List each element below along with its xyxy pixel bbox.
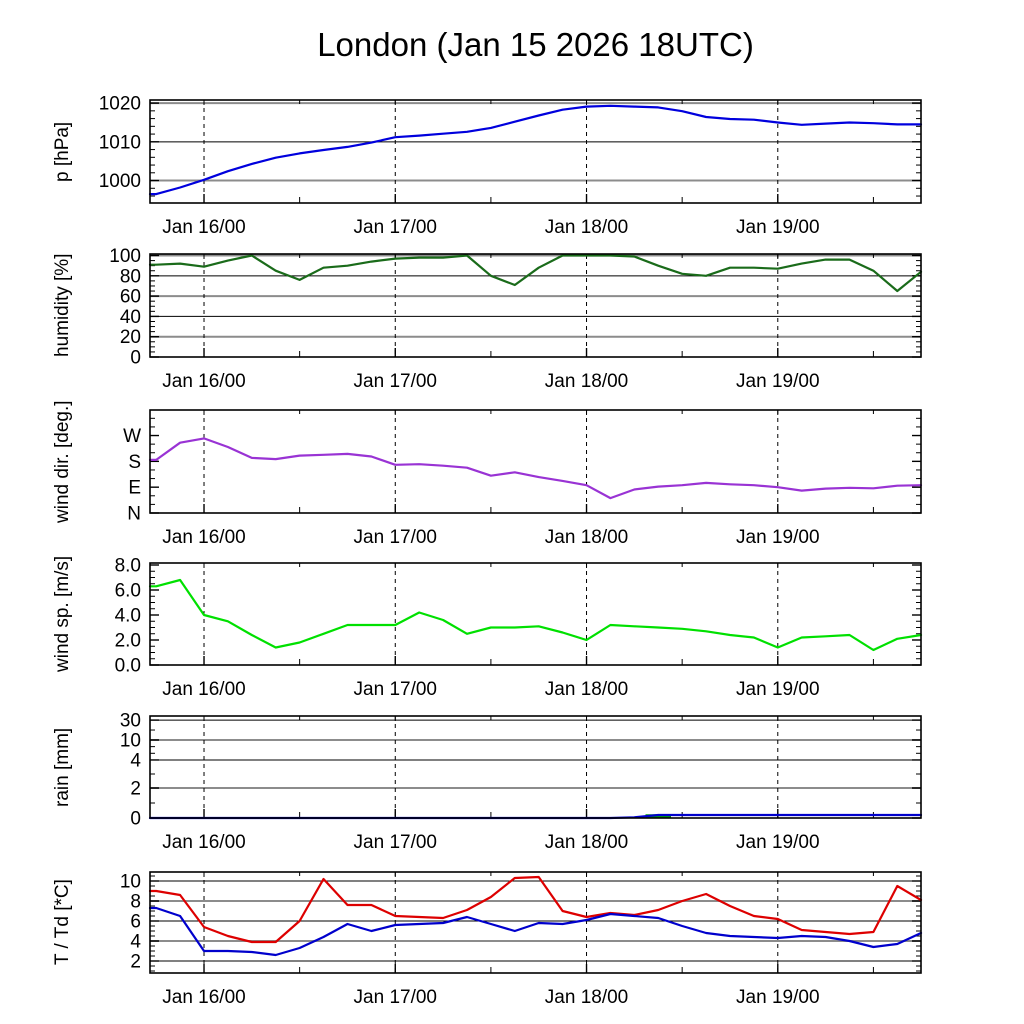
humidity-ytick-label: 20 (120, 327, 141, 348)
chart-title: London (Jan 15 2026 18UTC) (317, 26, 754, 63)
temperature-ytick-label: 2 (130, 952, 141, 973)
wind-speed-ytick-label: 6.0 (115, 581, 141, 602)
pressure-ytick-label: 1000 (99, 171, 141, 192)
rain-ytick-label: 4 (130, 750, 141, 771)
x-axis-label: Jan 19/00 (736, 832, 819, 853)
temperature-ytick-label: 4 (130, 932, 141, 953)
wind-speed-ytick-label: 8.0 (115, 556, 141, 577)
rain-ytick-label: 10 (120, 730, 141, 751)
x-axis-label: Jan 16/00 (162, 679, 245, 700)
x-axis-label: Jan 18/00 (545, 679, 628, 700)
wind-direction-ytick-label: E (128, 478, 141, 499)
x-axis-label: Jan 19/00 (736, 217, 819, 238)
x-axis-label: Jan 16/00 (162, 527, 245, 548)
wind-direction-ytick-label: W (123, 426, 141, 447)
wind-speed-ytick-label: 4.0 (115, 606, 141, 627)
x-axis-label: Jan 19/00 (736, 987, 819, 1008)
wind-speed-series (148, 578, 923, 652)
pressure-ytick-label: 1010 (99, 132, 141, 153)
humidity-ytick-label: 0 (130, 348, 141, 369)
temperature-ytick-label: 8 (130, 892, 141, 913)
wind-direction-series (148, 437, 923, 500)
x-axis-label: Jan 18/00 (545, 371, 628, 392)
x-axis-label: Jan 18/00 (545, 527, 628, 548)
wind-speed-panel: 0.0 2.0 4.0 6.0 8.0 Jan 16/00 Jan 17/00 Jan 18/… (115, 556, 923, 700)
rain-ytick-label: 30 (120, 711, 141, 732)
x-axis-label: Jan 17/00 (354, 679, 437, 700)
wind-direction-ytick-label: N (127, 504, 141, 525)
x-axis-label: Jan 18/00 (545, 217, 628, 238)
humidity-ytick-label: 40 (120, 307, 141, 328)
x-axis-label: Jan 16/00 (162, 832, 245, 853)
dew-point-series (148, 906, 923, 957)
rain-ytick-label: 2 (130, 779, 141, 800)
x-axis-label: Jan 17/00 (354, 832, 437, 853)
x-axis-label: Jan 17/00 (354, 527, 437, 548)
x-axis-label: Jan 17/00 (354, 987, 437, 1008)
humidity-ytick-label: 80 (120, 266, 141, 287)
pressure-ytick-label: 1020 (99, 94, 141, 115)
humidity-ytick-label: 60 (120, 287, 141, 308)
x-axis-label: Jan 19/00 (736, 527, 819, 548)
pressure-panel: 1000 1010 1020 Jan 16/00 Jan 17/00 Jan 18/00 J… (99, 94, 923, 238)
x-axis-label: Jan 17/00 (354, 371, 437, 392)
humidity-series (148, 254, 923, 293)
temperature-series (148, 875, 923, 944)
wind-speed-ytick-label: 0.0 (115, 656, 141, 677)
x-axis-label: Jan 18/00 (545, 832, 628, 853)
wind-speed-ytick-label: 2.0 (115, 631, 141, 652)
x-axis-label: Jan 16/00 (162, 371, 245, 392)
x-axis-label: Jan 17/00 (354, 217, 437, 238)
temperature-ytick-label: 10 (120, 872, 141, 893)
x-axis-label: Jan 16/00 (162, 987, 245, 1008)
humidity-ytick-label: 100 (109, 246, 141, 267)
x-axis-label: Jan 16/00 (162, 217, 245, 238)
rain-shower-series (645, 814, 671, 818)
temperature-ytick-label: 6 (130, 912, 141, 933)
pressure-series (148, 104, 923, 196)
x-axis-label: Jan 18/00 (545, 987, 628, 1008)
x-axis-label: Jan 19/00 (736, 679, 819, 700)
wind-direction-ytick-label: S (128, 452, 141, 473)
rain-ytick-label: 0 (130, 809, 141, 830)
x-axis-label: Jan 19/00 (736, 371, 819, 392)
